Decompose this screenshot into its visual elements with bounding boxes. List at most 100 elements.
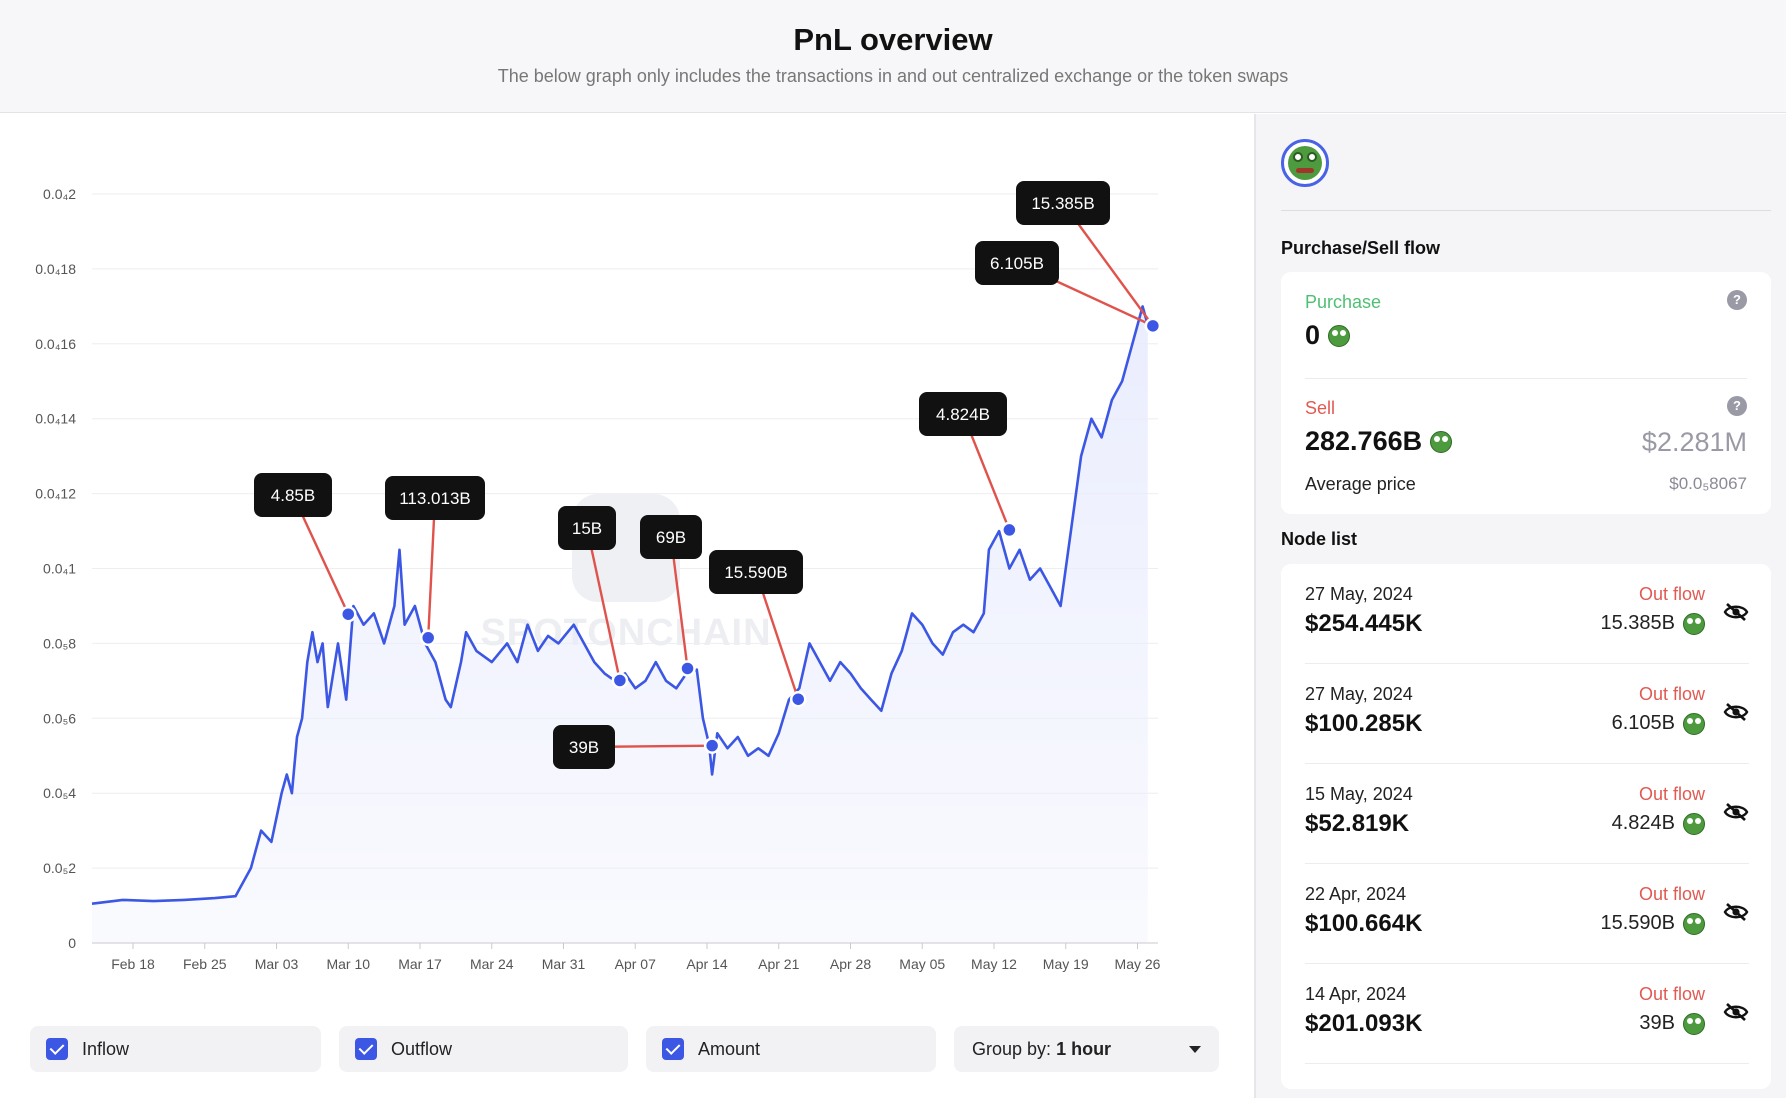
pepe-coin-icon	[1683, 912, 1705, 935]
callout-box[interactable]	[254, 473, 332, 517]
inflow-checkbox[interactable]	[46, 1038, 68, 1060]
node-usd-value: $254.445K	[1305, 610, 1423, 637]
y-tick-label: 0.0₅2	[43, 860, 76, 876]
inflow-toggle[interactable]: Inflow	[30, 1026, 321, 1072]
pepe-token-icon	[1288, 146, 1322, 180]
page-title: PnL overview	[793, 22, 993, 57]
node-flow-type: Out flow	[1638, 684, 1705, 704]
sidebar-divider	[1281, 210, 1771, 211]
sell-label: Sell	[1305, 398, 1336, 418]
callout-connector	[585, 527, 622, 681]
callout-box[interactable]	[975, 241, 1059, 285]
outflow-checkbox[interactable]	[355, 1038, 377, 1060]
y-tick-label: 0.0₄1	[43, 561, 76, 577]
node-list: 27 May, 2024 $254.445K Out flow 15.385B 27 M…	[1281, 564, 1771, 1089]
node-token-amount: 6.105B	[1612, 712, 1705, 735]
node-list-item[interactable]: 14 Apr, 2024 $201.093K Out flow 39B	[1281, 964, 1771, 1064]
callout-box[interactable]	[640, 515, 702, 559]
node-date: 22 Apr, 2024	[1305, 884, 1407, 904]
average-price-label: Average price	[1305, 474, 1416, 494]
sidebar: Purchase/Sell flow Purchase ? 0 Sell ? 2…	[1256, 114, 1786, 1098]
node-divider	[1305, 963, 1749, 964]
node-marker[interactable]	[340, 605, 357, 623]
node-divider	[1305, 663, 1749, 664]
callout-box[interactable]	[709, 550, 803, 594]
hide-eye-icon[interactable]	[1723, 802, 1749, 822]
amount-toggle[interactable]: Amount	[646, 1026, 936, 1072]
pepe-coin-icon	[1683, 612, 1705, 635]
y-tick-label: 0.0₄18	[35, 261, 76, 277]
x-tick-label: Feb 18	[111, 956, 155, 972]
x-tick-label: Feb 25	[183, 956, 227, 972]
node-marker[interactable]	[703, 737, 721, 754]
node-date: 14 Apr, 2024	[1305, 984, 1407, 1004]
node-marker[interactable]	[611, 672, 629, 689]
average-price-value: $0.0₅8067	[1669, 474, 1747, 493]
callout-label: 4.85B	[271, 486, 315, 505]
y-tick-label: 0.0₄12	[35, 486, 76, 502]
x-tick-label: Apr 21	[758, 956, 799, 972]
hide-eye-icon[interactable]	[1723, 1002, 1749, 1022]
callout-box[interactable]	[553, 725, 615, 769]
node-flow-type: Out flow	[1638, 784, 1705, 804]
callout-label: 15.590B	[724, 563, 787, 582]
node-list-title: Node list	[1281, 529, 1358, 549]
price-area-fill	[92, 306, 1148, 943]
token-avatar	[1281, 139, 1329, 187]
node-token-amount: 15.385B	[1600, 612, 1705, 635]
x-tick-label: Mar 31	[542, 956, 586, 972]
node-list-item[interactable]: 22 Apr, 2024 $100.664K Out flow 15.590B	[1281, 864, 1771, 964]
hide-eye-icon[interactable]	[1723, 702, 1749, 722]
pnl-chart[interactable]: 0 0.0₅2 0.0₅4 0.0₅6 0.0₅8 0.0₄1 0.0₄12 0.0₄14 0.…	[0, 114, 1254, 1014]
node-date: 27 May, 2024	[1305, 684, 1413, 704]
pepe-coin-icon	[1328, 324, 1351, 347]
x-tick-label: Apr 07	[615, 956, 656, 972]
page-header: PnL overview The below graph only includ…	[0, 0, 1786, 113]
hide-eye-icon[interactable]	[1723, 902, 1749, 922]
group-by-select[interactable]: Group by: 1 hour	[954, 1026, 1219, 1072]
sell-usd-value: $2.281M	[1641, 427, 1747, 457]
callout-box[interactable]	[385, 476, 485, 520]
price-series-line[interactable]	[91, 305, 1150, 905]
node-divider	[1305, 1063, 1749, 1064]
pepe-coin-icon	[1430, 430, 1453, 453]
x-tick-label: Mar 10	[326, 956, 370, 972]
x-tick-label: May 26	[1115, 956, 1161, 972]
node-marker[interactable]	[679, 660, 696, 677]
callout-box[interactable]	[558, 506, 616, 550]
node-list-item[interactable]: 27 May, 2024 $100.285K Out flow 6.105B	[1281, 664, 1771, 764]
y-tick-label: 0.0₅8	[43, 635, 76, 651]
group-by-value: 1 hour	[1056, 1038, 1112, 1059]
node-marker[interactable]	[419, 629, 437, 647]
callout-label: 4.824B	[936, 405, 990, 424]
node-usd-value: $100.664K	[1305, 910, 1423, 937]
sell-help-icon[interactable]: ?	[1727, 396, 1747, 416]
callout-label: 15.385B	[1031, 194, 1094, 213]
x-tick-label: May 05	[899, 956, 945, 972]
y-tick-label: 0.0₄2	[43, 186, 76, 202]
node-usd-value: $100.285K	[1305, 710, 1423, 737]
outflow-toggle[interactable]: Outflow	[339, 1026, 628, 1072]
node-date: 15 May, 2024	[1305, 784, 1413, 804]
node-marker[interactable]	[789, 690, 807, 708]
x-tick-label: Mar 24	[470, 956, 514, 972]
amount-checkbox[interactable]	[662, 1038, 684, 1060]
hide-eye-icon[interactable]	[1723, 602, 1749, 622]
callout-box[interactable]	[1016, 181, 1110, 225]
y-tick-label: 0.0₄14	[35, 411, 76, 427]
outflow-label: Outflow	[391, 1038, 453, 1059]
y-tick-label: 0.0₅6	[43, 710, 76, 726]
node-marker[interactable]	[1001, 521, 1018, 539]
callout-box[interactable]	[919, 392, 1007, 436]
callout-connector	[427, 497, 437, 638]
y-tick-label: 0	[68, 935, 76, 951]
node-list-item[interactable]: 15 May, 2024 $52.819K Out flow 4.824B	[1281, 764, 1771, 864]
x-tick-label: Mar 17	[398, 956, 442, 972]
node-token-amount: 15.590B	[1600, 912, 1705, 935]
callout-label: 113.013B	[399, 489, 471, 508]
node-marker[interactable]	[1144, 317, 1162, 335]
pepe-coin-icon	[1683, 1012, 1705, 1035]
node-list-item[interactable]: 27 May, 2024 $254.445K Out flow 15.385B	[1281, 564, 1771, 664]
purchase-help-icon[interactable]: ?	[1727, 290, 1747, 310]
flow-section-title: Purchase/Sell flow	[1281, 238, 1441, 258]
